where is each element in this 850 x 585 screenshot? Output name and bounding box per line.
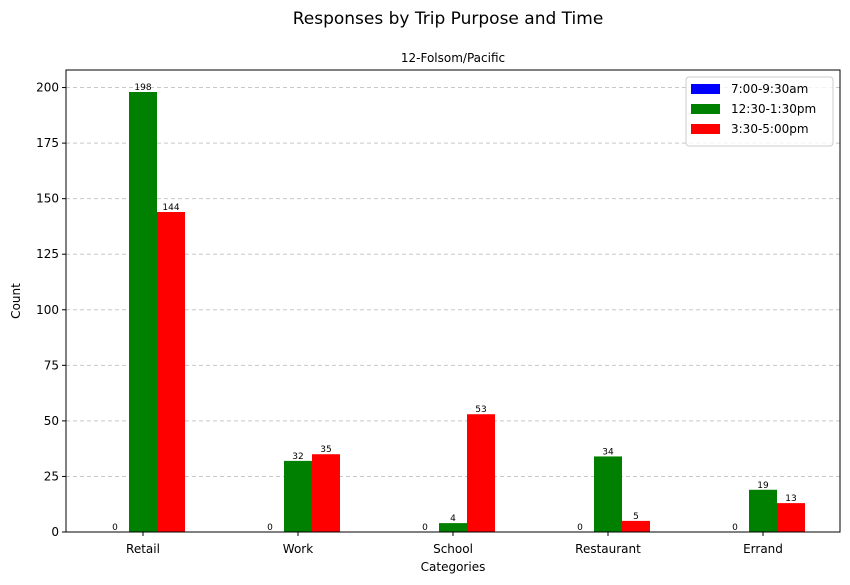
chart-subtitle: 12-Folsom/Pacific [401,51,505,65]
bar-value-label: 19 [757,481,769,491]
x-tick-label: Work [283,542,313,556]
y-tick-label: 175 [36,136,59,150]
y-tick-label: 25 [44,469,59,483]
bar-value-label: 32 [292,452,303,462]
legend-swatch [691,124,720,134]
x-axis: Retail Work School Restaurant Errand [126,532,783,556]
bar [284,460,312,532]
bars-group [129,92,805,532]
legend: 7:00-9:30am 12:30-1:30pm 3:30-5:00pm [685,76,834,147]
y-axis: 0 25 50 75 100 125 150 175 200 [36,81,66,539]
bar [622,520,650,532]
bar [467,414,495,532]
legend-swatch [691,104,720,114]
y-tick-label: 100 [36,303,59,317]
bar-value-label: 35 [320,445,331,455]
legend-swatch [691,84,720,94]
bar-value-labels: 0 0 0 0 0 198 32 4 34 19 144 35 53 5 13 [112,83,797,533]
x-tick-label: Restaurant [575,542,641,556]
bar-value-label: 34 [602,447,614,457]
bar [439,523,467,532]
bar-value-label: 53 [475,405,486,415]
grid-lines [66,87,840,477]
bar-value-label: 198 [134,83,151,93]
legend-label: 12:30-1:30pm [731,102,816,116]
y-tick-label: 50 [44,414,59,428]
bar [749,489,777,532]
bar [777,503,805,532]
bar [157,212,185,532]
bar-value-label: 0 [422,523,428,533]
bar-value-label: 0 [267,523,273,533]
legend-label: 7:00-9:30am [731,82,808,96]
chart-title: Responses by Trip Purpose and Time [293,9,604,29]
y-tick-label: 0 [51,525,59,539]
bar-value-label: 0 [112,523,118,533]
x-tick-label: Retail [126,542,160,556]
bar-value-label: 4 [450,514,456,524]
bar [129,92,157,532]
legend-frame [685,76,834,147]
legend-label: 3:30-5:00pm [731,122,809,136]
bar [312,454,340,532]
y-tick-label: 200 [36,81,59,95]
y-tick-label: 125 [36,247,59,261]
y-axis-label: Count [9,283,23,319]
x-tick-label: School [433,542,473,556]
bar-value-label: 13 [785,494,796,504]
bar-value-label: 144 [162,203,179,213]
bar-value-label: 0 [577,523,583,533]
x-tick-label: Errand [743,542,783,556]
bar [594,456,622,532]
y-tick-label: 150 [36,192,59,206]
bar-value-label: 5 [633,512,639,522]
x-axis-label: Categories [421,560,486,574]
bar-value-label: 0 [732,523,738,533]
y-tick-label: 75 [44,358,59,372]
